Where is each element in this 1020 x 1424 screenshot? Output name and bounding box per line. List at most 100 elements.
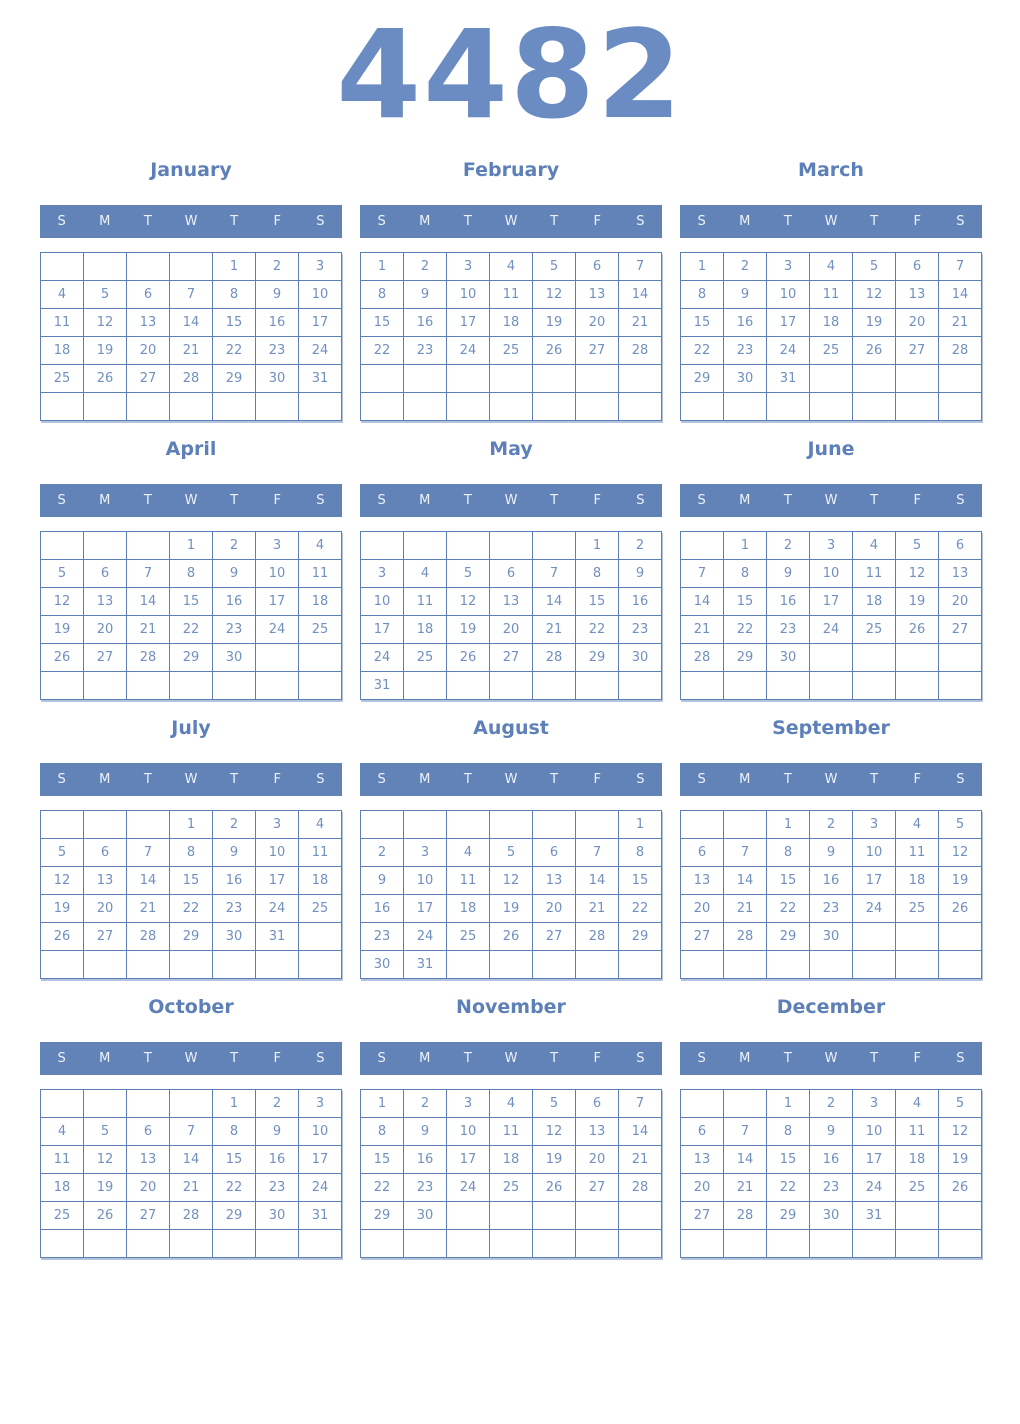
date-cell: 8: [766, 837, 810, 867]
weekday-header-cell: S: [697, 492, 706, 508]
week-row: [680, 1228, 982, 1258]
empty-cell: [212, 670, 256, 700]
empty-cell: [83, 949, 127, 979]
empty-cell: [809, 642, 853, 672]
empty-cell: [212, 391, 256, 421]
week-row: 22 23 24 25 26 27 28: [360, 1172, 662, 1202]
weekday-header-cell: F: [913, 213, 922, 229]
empty-cell: [489, 1200, 533, 1230]
empty-cell: [212, 949, 256, 979]
date-cell: 30: [212, 921, 256, 951]
weekday-header-cell: T: [870, 213, 879, 229]
date-cell: 9: [809, 1116, 853, 1146]
date-cell: 6: [575, 1088, 619, 1118]
date-cell: 9: [403, 1116, 447, 1146]
date-cell: 11: [403, 586, 447, 616]
weekday-header-cell: M: [419, 213, 431, 229]
date-cell: 31: [766, 363, 810, 393]
month-grid-table: 1 2 3 4 5 6 7 8 9 10 11 12 13 14 15 16 17 18 19 20 21 22 23 24 2…: [40, 809, 342, 979]
date-cell: 24: [766, 335, 810, 365]
month-grid-table: 1 2 3 4 5 6 7 8 9 10 11 12 13 14 15 16 17 18 19 20 21 22 23 24 2…: [40, 530, 342, 700]
date-cell: 16: [809, 1144, 853, 1174]
weekday-header-cell: M: [99, 213, 111, 229]
date-cell: 14: [618, 279, 662, 309]
weekday-header-cell: T: [550, 1050, 559, 1066]
weekday-header-cell: T: [783, 492, 792, 508]
date-cell: 5: [532, 1088, 576, 1118]
weekday-header-cell: F: [593, 492, 602, 508]
date-cell: 12: [83, 1144, 127, 1174]
weekday-header-cell: F: [273, 771, 282, 787]
empty-cell: [446, 391, 490, 421]
empty-cell: [169, 670, 213, 700]
week-row: 15 16 17 18 19 20 21: [360, 307, 662, 337]
date-cell: 16: [766, 586, 810, 616]
empty-cell: [403, 363, 447, 393]
date-cell: 20: [532, 893, 576, 923]
empty-cell: [852, 642, 896, 672]
weekday-header-cell: S: [636, 771, 645, 787]
date-cell: 6: [83, 837, 127, 867]
empty-cell: [532, 1228, 576, 1258]
date-cell: 31: [298, 1200, 342, 1230]
month-grid-table: 1 2 3 4 5 6 7 8 9 10 11 12 13 14 15 16 17 18 19 20 21 22 23 24 2…: [360, 530, 662, 700]
empty-cell: [489, 809, 533, 839]
empty-cell: [126, 670, 170, 700]
date-cell: 13: [532, 865, 576, 895]
date-cell: 22: [169, 893, 213, 923]
date-cell: 23: [618, 614, 662, 644]
date-cell: 12: [895, 558, 939, 588]
week-row: 6 7 8 9 10 11 12: [680, 837, 982, 867]
date-cell: 21: [680, 614, 724, 644]
date-cell: 13: [680, 1144, 724, 1174]
weekday-header-cell: T: [230, 213, 239, 229]
weekday-header-cell: F: [593, 213, 602, 229]
weekday-header-cell: S: [956, 1050, 965, 1066]
date-cell: 20: [895, 307, 939, 337]
date-cell: 2: [618, 530, 662, 560]
date-cell: 18: [895, 865, 939, 895]
date-cell: 6: [126, 1116, 170, 1146]
date-cell: 29: [618, 921, 662, 951]
date-cell: 1: [766, 809, 810, 839]
empty-cell: [298, 1228, 342, 1258]
date-cell: 27: [938, 614, 982, 644]
date-cell: 9: [809, 837, 853, 867]
date-cell: 20: [489, 614, 533, 644]
date-cell: 17: [852, 865, 896, 895]
date-cell: 2: [723, 251, 767, 281]
empty-cell: [446, 809, 490, 839]
month-title: December: [776, 995, 886, 1018]
empty-cell: [360, 363, 404, 393]
date-cell: 3: [852, 1088, 896, 1118]
empty-cell: [575, 949, 619, 979]
date-cell: 10: [255, 558, 299, 588]
date-cell: 1: [766, 1088, 810, 1118]
week-row: 5 6 7 8 9 10 11: [40, 558, 342, 588]
date-cell: 12: [938, 1116, 982, 1146]
date-cell: 31: [852, 1200, 896, 1230]
empty-cell: [852, 391, 896, 421]
week-row: 16 17 18 19 20 21 22: [360, 893, 662, 923]
date-cell: 25: [895, 1172, 939, 1202]
weekday-header-cell: F: [273, 213, 282, 229]
weekday-header-cell: T: [463, 213, 472, 229]
date-cell: 2: [255, 251, 299, 281]
weekday-header-cell: T: [230, 492, 239, 508]
date-cell: 10: [809, 558, 853, 588]
empty-cell: [40, 251, 84, 281]
date-cell: 8: [680, 279, 724, 309]
weekday-header-cell: M: [419, 771, 431, 787]
weekday-header-cell: S: [57, 1050, 66, 1066]
date-cell: 25: [446, 921, 490, 951]
date-cell: 26: [83, 363, 127, 393]
month-title: July: [171, 716, 211, 739]
date-cell: 25: [40, 363, 84, 393]
week-row: 8 9 10 11 12 13 14: [360, 279, 662, 309]
date-cell: 26: [852, 335, 896, 365]
weekday-header-cell: T: [550, 771, 559, 787]
